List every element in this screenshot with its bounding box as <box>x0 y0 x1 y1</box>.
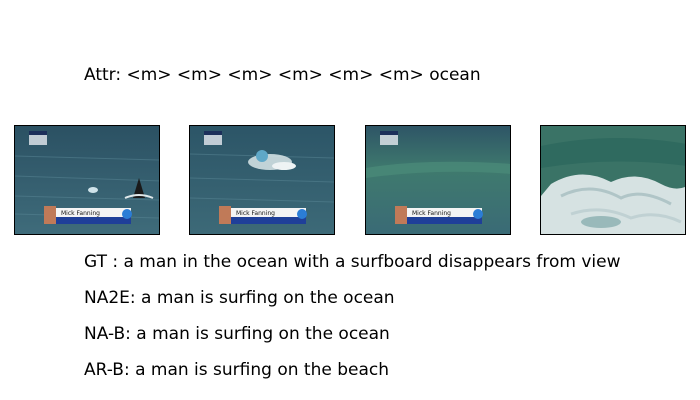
video-frame-1: Mick Fanning <box>14 125 160 235</box>
caption-na2e: NA2E: a man is surfing on the ocean <box>84 288 395 308</box>
lower-third-name: Mick Fanning <box>236 210 275 217</box>
caption-ar-b: AR-B: a man is surfing on the beach <box>84 360 390 380</box>
video-frame-4 <box>540 125 686 235</box>
attribute-line: Attr: <m> <m> <m> <m> <m> <m> ocean <box>84 65 481 85</box>
lower-third-name: Mick Fanning <box>61 210 100 217</box>
caption-na-b: NA-B: a man is surfing on the ocean <box>84 324 390 344</box>
lower-third-name: Mick Fanning <box>412 210 451 217</box>
video-frame-2: Mick Fanning <box>189 125 335 235</box>
video-frame-3: Mick Fanning <box>365 125 511 235</box>
caption-gt: GT : a man in the ocean with a surfboard… <box>84 252 621 272</box>
